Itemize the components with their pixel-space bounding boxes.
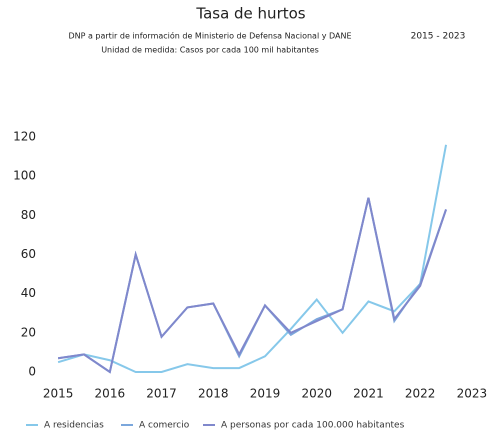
x-tick-label: 2021: [353, 387, 384, 401]
y-tick-label: 60: [21, 247, 36, 261]
x-tick-label: 2020: [301, 387, 332, 401]
x-tick-label: 2018: [198, 387, 229, 401]
x-tick-label: 2022: [405, 387, 436, 401]
y-tick-label: 40: [21, 286, 36, 300]
y-tick-label: 100: [13, 169, 36, 183]
legend-label: A comercio: [139, 421, 190, 431]
y-tick-label: 0: [28, 365, 36, 379]
chart-title: Tasa de hurtos: [195, 5, 305, 23]
subtitle: DNP a partir de información de Ministeri…: [68, 31, 351, 41]
x-tick-label: 2016: [95, 387, 126, 401]
x-tick-label: 2019: [250, 387, 281, 401]
legend-label: A personas por cada 100.000 habitantes: [221, 421, 405, 431]
subtitle: Unidad de medida: Casos por cada 100 mil…: [101, 46, 319, 55]
x-tick-label: 2023: [457, 387, 488, 401]
y-tick-label: 80: [21, 208, 36, 222]
line: [57, 144, 448, 373]
line: [57, 197, 447, 374]
legend-label: A residencias: [44, 421, 104, 431]
x-tick-label: 2017: [146, 387, 177, 401]
x-tick-label: 2015: [43, 387, 74, 401]
y-tick-label: 20: [21, 325, 36, 339]
annotation: 2015 - 2023: [411, 32, 466, 42]
y-tick-label: 120: [13, 130, 36, 144]
